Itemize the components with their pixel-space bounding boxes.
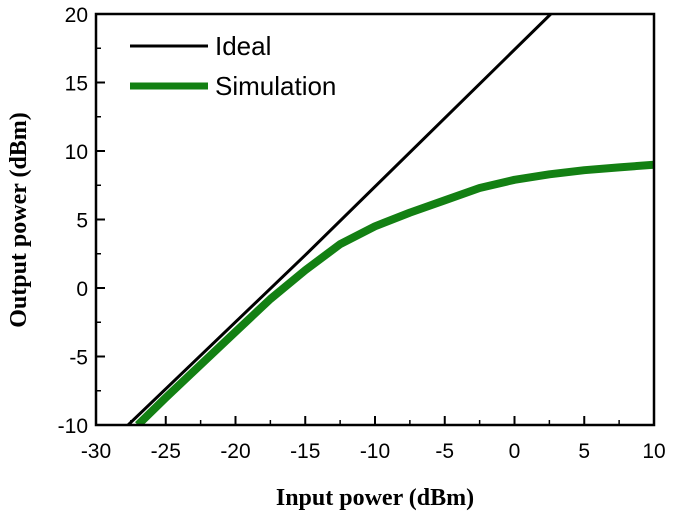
legend-label-ideal: Ideal (215, 31, 271, 61)
series-layer (127, 14, 654, 425)
x-tick-label: -25 (151, 440, 181, 463)
y-tick-label: 20 (65, 4, 88, 27)
x-tick-label: -20 (220, 440, 250, 463)
x-tick-label: 5 (578, 440, 590, 463)
x-tick-label: 10 (642, 440, 665, 463)
x-tick-label: -5 (435, 440, 454, 463)
series-line-simulation (135, 160, 654, 425)
x-tick-label: -10 (360, 440, 390, 463)
y-tick-label: -10 (58, 415, 88, 438)
y-tick-label: 5 (76, 210, 88, 233)
y-tick-label: -5 (69, 347, 88, 370)
y-tick-label: 15 (65, 73, 88, 96)
x-tick-label: 0 (509, 440, 521, 463)
legend-label-simulation: Simulation (215, 71, 336, 101)
x-tick-label: -30 (81, 440, 111, 463)
y-tick-label: 0 (76, 278, 88, 301)
plot-area (94, 12, 656, 427)
x-axis-title: Input power (dBm) (276, 485, 474, 511)
y-tick-label: 10 (65, 141, 88, 164)
x-tick-label: -15 (290, 440, 320, 463)
ticks-layer: -30 -25 -20 -15 -10 -5 0 5 10 -10 -5 0 5 10 15 20 (58, 4, 666, 463)
series-line-ideal (127, 14, 552, 425)
legend: Ideal Simulation (130, 31, 336, 101)
y-axis-title: Output power (dBm) (6, 112, 32, 328)
